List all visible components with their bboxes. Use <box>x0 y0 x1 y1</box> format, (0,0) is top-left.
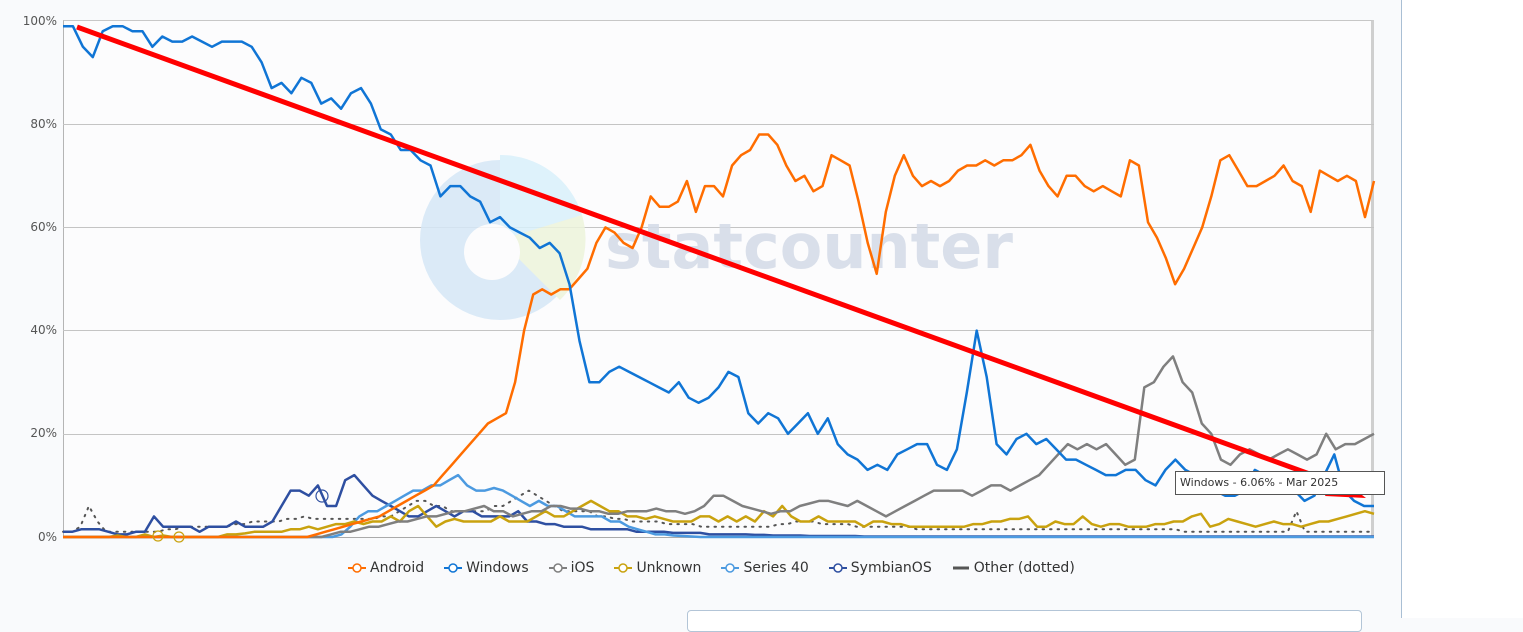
y-tick-60: 60% <box>30 220 57 234</box>
y-tick-20: 20% <box>30 426 57 440</box>
legend-item-unknown[interactable]: Unknown <box>614 560 701 576</box>
legend-label: Unknown <box>636 560 702 576</box>
legend-item-windows[interactable]: Windows <box>444 560 529 576</box>
y-tick-80: 80% <box>30 117 57 131</box>
series-line-windows[interactable] <box>63 24 1374 508</box>
legend-label: iOS <box>570 560 595 576</box>
legend-label: Windows <box>466 560 529 576</box>
circle-marker-icon <box>721 563 740 573</box>
y-tick-0: 0% <box>37 530 57 544</box>
legend-item-series-40[interactable]: Series 40 <box>721 560 809 576</box>
circle-marker-icon <box>828 563 847 573</box>
trend-arrow-annotation <box>76 24 1366 498</box>
right-side-panel <box>1401 0 1523 618</box>
legend-item-symbianos[interactable]: SymbianOS <box>828 560 932 576</box>
circle-marker-icon <box>348 563 366 573</box>
dash-marker-icon <box>952 566 969 570</box>
watermark-text: statcounter <box>605 210 1013 283</box>
plot-area <box>63 20 1374 537</box>
series-line-android[interactable] <box>63 133 1376 539</box>
line-chart: statcounter <box>62 24 1376 543</box>
y-tick-40: 40% <box>30 323 57 337</box>
statcounter-watermark: statcounter <box>420 154 1013 320</box>
bottom-panel-box <box>687 610 1362 632</box>
legend-item-other[interactable]: Other (dotted) <box>952 560 1075 576</box>
series-lines <box>62 24 1376 539</box>
legend-label: Series 40 <box>743 560 809 576</box>
legend-label: Android <box>370 560 425 576</box>
y-tick-100: 100% <box>22 14 57 28</box>
legend-label: Other (dotted) <box>973 560 1075 576</box>
circle-marker-icon <box>614 563 633 573</box>
circle-marker-icon <box>548 563 567 573</box>
hover-markers <box>152 489 329 543</box>
circle-marker-icon <box>444 563 463 573</box>
legend-label: SymbianOS <box>850 560 932 576</box>
chart-legend: Android Windows iOS Unknown Series 40 Sy… <box>348 560 1095 576</box>
legend-item-ios[interactable]: iOS <box>548 560 595 576</box>
chart-tooltip: Windows - 6.06% - Mar 2025 <box>1175 471 1385 495</box>
series-line-other-dotted-[interactable] <box>62 489 1375 533</box>
series-line-unknown[interactable] <box>63 499 1375 539</box>
series-line-ios[interactable] <box>63 355 1375 539</box>
legend-item-android[interactable]: Android <box>348 560 424 576</box>
